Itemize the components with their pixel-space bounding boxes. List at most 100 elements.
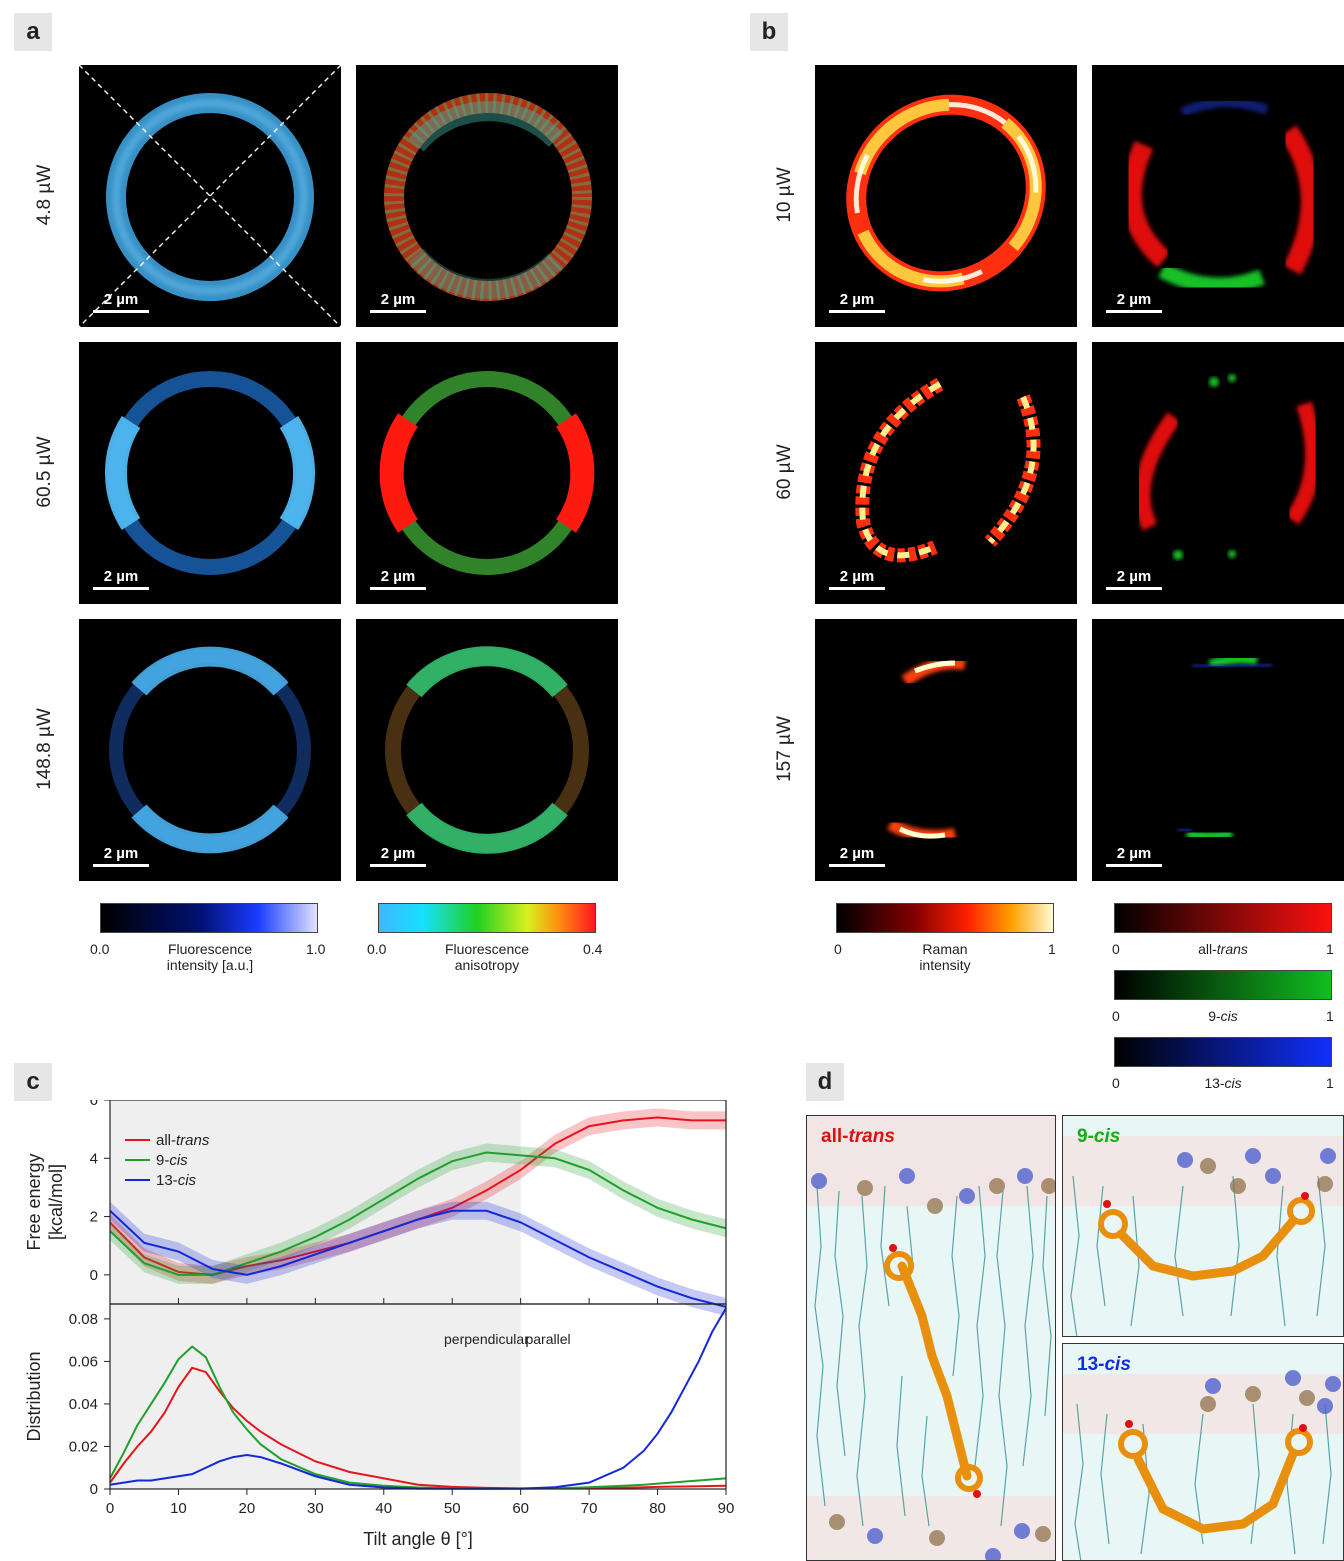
row-label-60-5uw: 60.5 µW [34, 436, 55, 508]
series-line-13-cis [109, 1307, 727, 1490]
colorbar-all-trans [1114, 903, 1332, 933]
fluorescence-anisotropy-image-4-8uw: 2 µm [356, 65, 618, 327]
colorbar-caption-9-cis: 9-cis [1208, 1008, 1238, 1024]
fluorescence-intensity-image-4-8uw: 2 µm [79, 65, 341, 327]
legend-label-13-cis: 13-cis [156, 1172, 197, 1189]
fluorescence-anisotropy-image-60-5uw: 2 µm [356, 342, 618, 604]
colorbar-fluorescence-intensity [100, 903, 318, 933]
fluorescence-anisotropy-image-148-8uw: 2 µm [356, 619, 618, 881]
colorbar-caption: Fluorescence intensity [a.u.] [166, 941, 254, 973]
raman-intensity-image-157uw: 2 µm [815, 619, 1077, 881]
panel-label-b: b [750, 13, 788, 51]
scale-bar: 2 µm [93, 291, 149, 313]
x-tick-label: 50 [444, 1500, 461, 1517]
row-label-10uw: 10 µW [774, 167, 795, 223]
scale-bar: 2 µm [93, 568, 149, 590]
colorbar-max: 1 [1048, 941, 1056, 957]
md-label-9-cis: 9-cis [1077, 1126, 1121, 1147]
scale-bar: 2 µm [370, 291, 426, 313]
scale-bar: 2 µm [829, 845, 885, 867]
md-snapshot-9-cis: 9-cis [1062, 1115, 1344, 1337]
scale-bar: 2 µm [829, 568, 885, 590]
scale-bar: 2 µm [1106, 291, 1162, 313]
md-label-all-trans: all-trans [821, 1126, 895, 1147]
plot-frame [109, 1303, 727, 1490]
row-label-148-8uw: 148.8 µW [34, 708, 55, 790]
x-tick-label: 60 [512, 1500, 529, 1517]
colorbar-min: 0.0 [90, 941, 110, 957]
colorbar-max: 1 [1326, 941, 1334, 957]
colorbar-caption: Raman intensity [919, 941, 971, 973]
legend-label-9-cis: 9-cis [156, 1152, 188, 1169]
y-tick-label: 0.08 [69, 1311, 98, 1328]
panel-label-a: a [14, 13, 52, 51]
panel-label-d: d [806, 1063, 844, 1101]
isomer-map-image-60uw: 2 µm [1092, 342, 1344, 604]
colorbar-min: 0 [1112, 1008, 1120, 1024]
md-snapshot-13-cis: 13-cis [1062, 1343, 1344, 1561]
x-tick-label: 40 [375, 1500, 392, 1517]
colorbar-min: 0 [1112, 1075, 1120, 1091]
colorbar-max: 1 [1326, 1008, 1334, 1024]
error-band-9-cis [110, 1143, 726, 1284]
row-label-4-8uw: 4.8 µW [34, 164, 55, 226]
colorbar-caption: Fluorescence anisotropy [444, 941, 530, 973]
colorbar-min: 0 [1112, 941, 1120, 957]
y-tick-label: 6 [90, 1100, 98, 1109]
isomer-map-image-10uw: 2 µm [1092, 65, 1344, 327]
colorbar-9-cis [1114, 970, 1332, 1000]
x-tick-label: 30 [307, 1500, 324, 1517]
shaded-region [110, 1100, 521, 1304]
y-axis-label: Distribution [24, 1351, 44, 1441]
y-tick-label: 4 [90, 1150, 98, 1167]
colorbar-max: 1 [1326, 1075, 1334, 1091]
colorbar-min: 0 [834, 941, 842, 957]
x-tick-label: 0 [106, 1500, 114, 1517]
md-snapshot-all-trans: all-trans [806, 1115, 1056, 1561]
series-line-9-cis [109, 1151, 727, 1276]
raman-intensity-image-60uw: 2 µm [815, 342, 1077, 604]
y-tick-label: 0 [90, 1267, 98, 1284]
shaded-region [110, 1304, 521, 1489]
y-tick-label: 0.02 [69, 1438, 98, 1455]
y-tick-label: 2 [90, 1209, 98, 1226]
series-line-9-cis [109, 1345, 727, 1490]
colorbar-caption-13-cis: 13-cis [1204, 1075, 1242, 1091]
scale-bar: 2 µm [1106, 568, 1162, 590]
row-label-157uw: 157 µW [774, 716, 795, 782]
error-band-13-cis [110, 1201, 726, 1316]
colorbar-min: 0.0 [367, 941, 387, 957]
annotation-perpendicular: perpendicular [444, 1331, 529, 1347]
error-band-all-trans [110, 1108, 726, 1284]
x-tick-label: 80 [649, 1500, 666, 1517]
y-axis-label: [kcal/mol] [46, 1164, 66, 1240]
series-line-13-cis [109, 1209, 727, 1308]
scale-bar: 2 µm [370, 568, 426, 590]
annotation-parallel: parallel [525, 1331, 570, 1347]
y-axis-label: Free energy [24, 1153, 44, 1250]
x-tick-label: 90 [718, 1500, 735, 1517]
scale-bar: 2 µm [93, 845, 149, 867]
x-tick-label: 10 [170, 1500, 187, 1517]
colorbar-caption-all-trans: all-trans [1198, 941, 1248, 957]
scale-bar: 2 µm [1106, 845, 1162, 867]
panel-label-c: c [14, 1063, 52, 1101]
md-label-13-cis: 13-cis [1077, 1354, 1131, 1375]
legend-label-all-trans: all-trans [156, 1132, 210, 1149]
colorbar-max: 0.4 [583, 941, 603, 957]
tilt-angle-chart: 6 4 2 0 Free energy [kcal/mol] all-trans 9-cis 1… [24, 1100, 735, 1549]
isomer-map-image-157uw: 2 µm [1092, 619, 1344, 881]
fluorescence-intensity-image-60-5uw: 2 µm [79, 342, 341, 604]
raman-intensity-image-10uw: 2 µm [815, 65, 1077, 327]
colorbar-13-cis [1114, 1037, 1332, 1067]
x-axis-label: Tilt angle θ [°] [363, 1529, 473, 1549]
series-line-all-trans [109, 1366, 727, 1490]
row-label-60uw: 60 µW [774, 444, 795, 500]
y-tick-label: 0 [90, 1481, 98, 1498]
fluorescence-intensity-image-148-8uw: 2 µm [79, 619, 341, 881]
colorbar-raman-intensity [836, 903, 1054, 933]
scale-bar: 2 µm [829, 291, 885, 313]
colorbar-fluorescence-anisotropy [378, 903, 596, 933]
scale-bar: 2 µm [370, 845, 426, 867]
y-tick-label: 0.04 [69, 1396, 98, 1413]
